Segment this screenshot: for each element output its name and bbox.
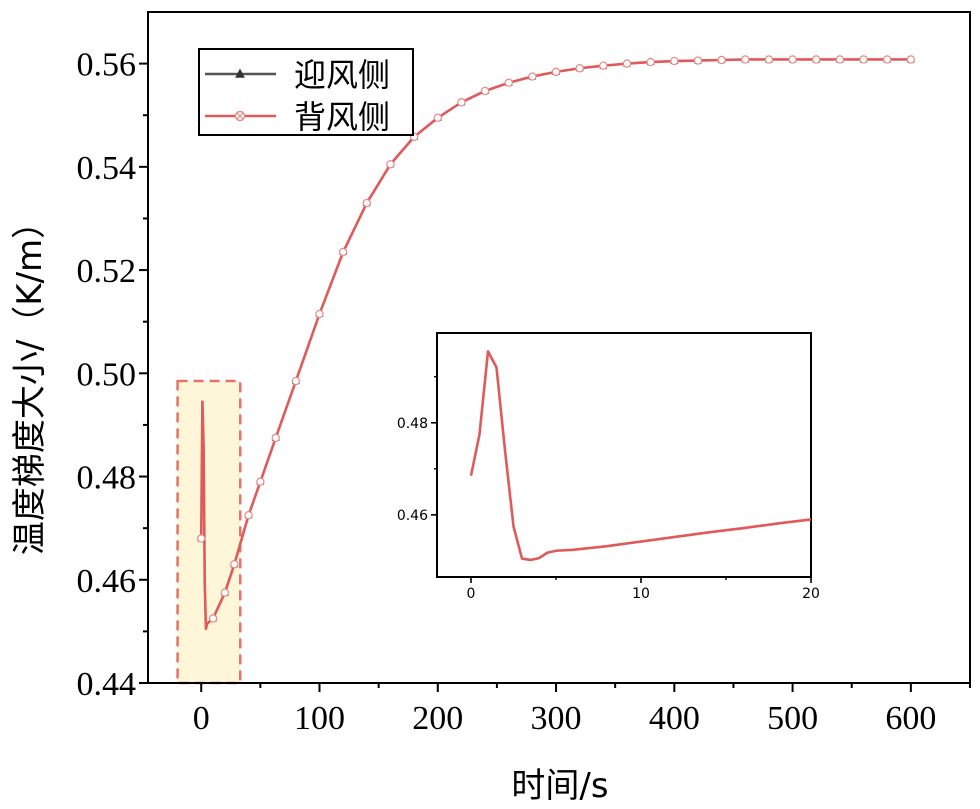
data-point-leeward <box>208 614 218 623</box>
inset-series-line <box>469 350 812 562</box>
inset-x-tick-label: 0 <box>467 586 476 602</box>
data-point-leeward <box>575 64 584 73</box>
legend-marker-windward <box>235 68 245 78</box>
inset-y-tick-label: 0.48 <box>397 416 428 432</box>
data-point-leeward <box>256 477 265 486</box>
y-tick-label: 0.54 <box>77 150 137 187</box>
data-point-leeward <box>291 376 301 386</box>
data-point-leeward <box>812 55 821 64</box>
data-point-leeward <box>315 309 324 319</box>
data-point-leeward <box>244 511 253 520</box>
x-axis-label: 时间/s <box>511 766 608 806</box>
x-tick-label: 300 <box>531 700 582 737</box>
data-point-leeward <box>693 56 703 65</box>
y-tick-label: 0.52 <box>77 253 137 290</box>
inset-x-tick-label: 20 <box>802 586 820 602</box>
main-plot-area <box>147 11 971 684</box>
data-point-leeward <box>338 247 348 257</box>
x-tick-label: 600 <box>885 700 936 737</box>
data-point-leeward <box>670 56 679 66</box>
inset-axis-ticks: 0 10 20 0.46 0.48 <box>397 376 820 602</box>
data-point-leeward <box>551 67 561 77</box>
y-tick-label: 0.44 <box>77 666 137 703</box>
main-series-group <box>197 54 916 631</box>
main-axis-ticks: 0 100 200 300 400 500 6000.440.460.480.500.520… <box>77 47 971 737</box>
inset-x-tick-label: 10 <box>632 586 650 602</box>
data-point-leeward <box>230 560 239 569</box>
highlight-region <box>176 379 242 685</box>
data-point-leeward <box>906 55 916 64</box>
data-point-leeward <box>386 160 395 169</box>
y-tick-label: 0.46 <box>77 563 137 600</box>
x-tick-label: 400 <box>649 700 700 737</box>
data-point-leeward <box>622 59 632 68</box>
x-tick-label: 500 <box>767 700 818 737</box>
data-point-leeward <box>480 86 490 96</box>
data-point-leeward <box>220 588 230 597</box>
data-point-leeward <box>646 57 655 67</box>
data-point-leeward <box>528 72 537 81</box>
data-point-leeward <box>764 55 774 64</box>
data-point-leeward <box>835 55 845 64</box>
y-tick-label: 0.48 <box>77 460 137 497</box>
data-point-leeward <box>362 198 372 208</box>
data-point-leeward <box>271 433 280 443</box>
legend-label-leeward: 背风侧 <box>294 98 390 136</box>
data-point-leeward <box>859 55 868 64</box>
data-point-leeward <box>457 98 466 107</box>
data-point-leeward <box>504 78 513 87</box>
x-tick-label: 0 <box>193 700 210 737</box>
x-tick-label: 100 <box>294 700 345 737</box>
data-point-leeward <box>599 61 608 70</box>
legend-label-windward: 迎风侧 <box>294 56 390 94</box>
x-tick-label: 200 <box>412 700 463 737</box>
data-point-leeward <box>883 55 892 64</box>
data-point-leeward <box>433 113 442 123</box>
legend-box <box>198 48 414 136</box>
legend-marker-cross <box>236 112 244 120</box>
data-point-leeward <box>788 55 797 64</box>
inset-y-tick-label: 0.46 <box>397 508 428 524</box>
y-axis-label: 温度梯度大小/（K/m） <box>10 205 50 555</box>
data-point-leeward <box>197 534 206 543</box>
data-point-leeward <box>741 55 750 64</box>
data-point-leeward <box>717 55 726 65</box>
y-tick-label: 0.50 <box>77 356 137 393</box>
y-tick-label: 0.56 <box>77 47 137 84</box>
inset-series-group <box>469 350 812 562</box>
inset-plot-area <box>436 332 812 578</box>
